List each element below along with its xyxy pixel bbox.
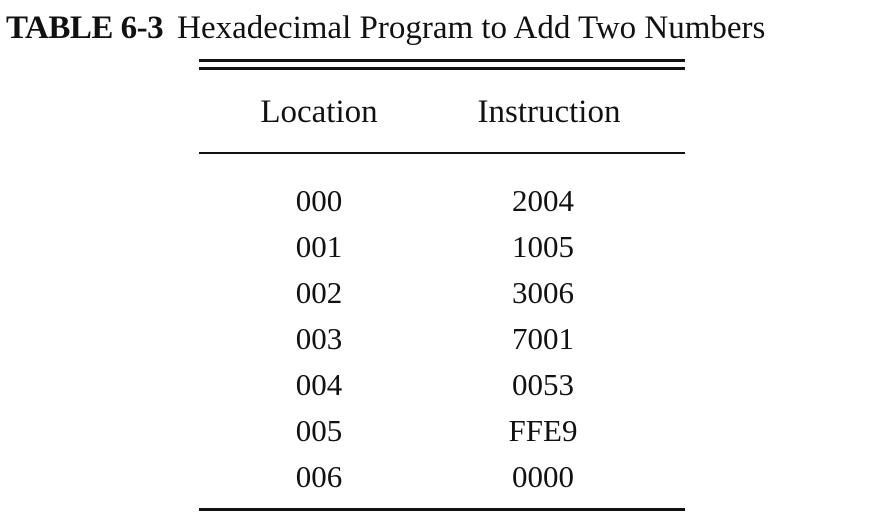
instruction-cell: 1005 [512, 229, 574, 264]
table-title: Hexadecimal Program to Add Two Numbers [177, 10, 766, 46]
table-caption: TABLE 6-3 Hexadecimal Program to Add Two … [6, 6, 878, 50]
top-rule-inner [199, 67, 685, 70]
location-cell: 000 [295, 183, 343, 218]
column-header-instruction: Instruction [477, 94, 621, 130]
table-row: 002 3006 [0, 270, 883, 316]
location-cell: 006 [295, 459, 343, 494]
location-cell: 003 [295, 321, 343, 356]
location-cell: 002 [295, 275, 343, 310]
instruction-cell: 2004 [512, 183, 574, 218]
instruction-cell: 3006 [512, 275, 574, 310]
location-cell: 004 [295, 367, 343, 402]
table-number: TABLE 6-3 [6, 10, 164, 46]
header-rule [199, 152, 685, 154]
location-cell: 001 [295, 229, 343, 264]
top-rule-outer [199, 59, 685, 62]
table-row: 003 7001 [0, 316, 883, 362]
table-row: 006 0000 [0, 454, 883, 500]
bottom-rule [199, 508, 685, 511]
column-header-location: Location [260, 94, 378, 130]
instruction-cell: 0000 [512, 459, 574, 494]
table-row: 001 1005 [0, 224, 883, 270]
table-body: 000 2004 001 1005 002 3006 003 7001 004 … [0, 178, 883, 500]
instruction-cell: FFE9 [508, 413, 578, 448]
location-cell: 005 [295, 413, 343, 448]
table-row: 004 0053 [0, 362, 883, 408]
instruction-cell: 0053 [512, 367, 574, 402]
table-row: 000 2004 [0, 178, 883, 224]
table-row: 005 FFE9 [0, 408, 883, 454]
instruction-cell: 7001 [512, 321, 574, 356]
